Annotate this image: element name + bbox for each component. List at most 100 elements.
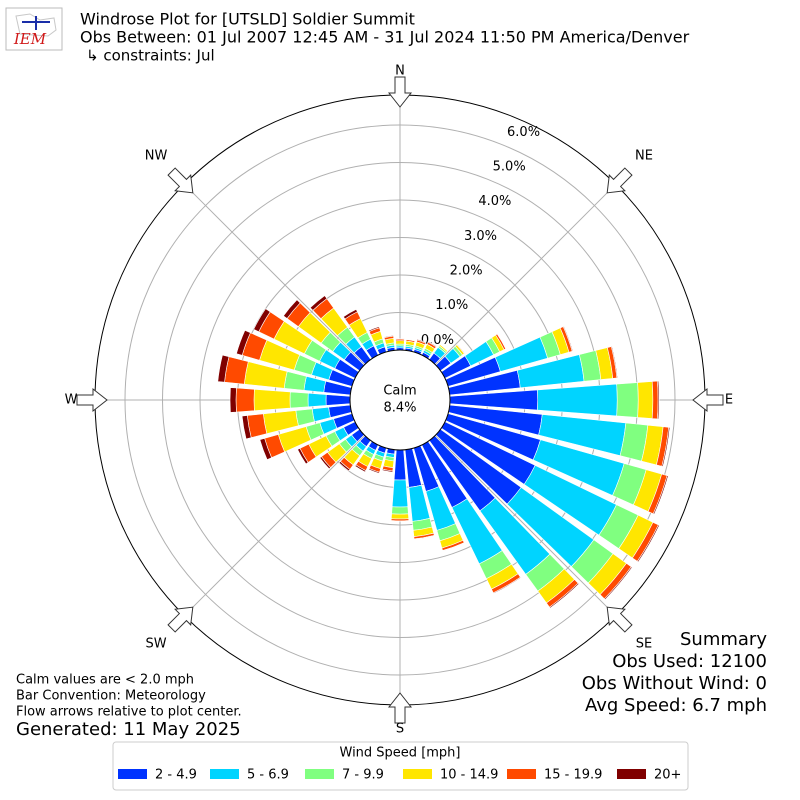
generated: Generated: 11 May 2025 — [16, 719, 241, 740]
bar-segment — [395, 340, 405, 345]
bar-segment — [259, 437, 273, 461]
bar-segment — [562, 325, 574, 352]
compass-label: SE — [636, 636, 652, 651]
bar-segment — [391, 506, 409, 515]
legend-label: 10 - 14.9 — [440, 768, 498, 783]
compass-label: NW — [145, 149, 168, 164]
plot: 0.0% 1.0% 2.0% 3.0% 4.0% 5.0% 6.0% Calm 8.4% N NE E… — [65, 64, 734, 737]
logo-map — [15, 13, 57, 37]
legend-swatch — [118, 769, 147, 779]
bar-segment — [537, 383, 618, 417]
bar-segment — [391, 479, 409, 508]
bar-segment — [235, 387, 255, 413]
bar-segment — [311, 406, 331, 423]
bar-segment — [297, 447, 309, 465]
bar-segment — [217, 354, 230, 383]
compass-arrow — [387, 692, 413, 724]
legend-swatch — [617, 769, 646, 779]
legend: Wind Speed [mph] 2 - 4.9 5 - 6.9 7 - 9.9 10… — [112, 741, 689, 791]
bar-segment — [368, 326, 380, 332]
logo-mark — [22, 16, 50, 30]
legend-swatch — [210, 769, 239, 779]
r-tick-label: 4.0% — [478, 194, 511, 209]
bar-segment — [637, 381, 654, 419]
bar-segment — [295, 408, 315, 427]
bar-segment — [616, 382, 639, 418]
bar-segment — [457, 344, 466, 354]
r-tick-label: 2.0% — [450, 263, 483, 278]
chart-title: Windrose Plot for [UTSLD] Soldier Summit — [80, 10, 415, 29]
compass-label: NE — [635, 149, 653, 164]
summary-title: Summary — [680, 629, 767, 650]
bar-segment — [241, 415, 252, 440]
legend-label: 5 - 6.9 — [247, 768, 289, 783]
r-tick-label: 1.0% — [435, 298, 468, 313]
bar-segment — [368, 468, 380, 474]
note: Flow arrows relative to plot center. — [16, 705, 242, 720]
summary-line: Obs Without Wind: 0 — [582, 673, 767, 694]
compass-label: W — [65, 393, 78, 408]
bar-segment — [309, 295, 328, 311]
bar-segment — [383, 335, 394, 339]
legend-frame — [112, 741, 689, 791]
legend-swatch — [507, 769, 536, 779]
bar-segment — [549, 582, 580, 609]
bar-segment — [393, 449, 407, 481]
bar-segment — [338, 460, 351, 472]
grid-ring — [124, 124, 676, 676]
compass-arrow — [387, 76, 413, 108]
r-tick-label: 3.0% — [464, 229, 497, 244]
radial-grid — [183, 183, 365, 365]
note: Calm values are < 2.0 mph — [16, 673, 194, 688]
bar-segment — [661, 426, 671, 467]
r-tick-label: 5.0% — [493, 160, 526, 175]
legend-label: 7 - 9.9 — [342, 768, 384, 783]
bar-segment — [307, 392, 327, 408]
compass-arrow — [606, 606, 633, 633]
compass-arrow — [167, 167, 194, 194]
bar-segment — [395, 338, 405, 340]
bar-segment — [282, 299, 301, 319]
bar-segment — [253, 388, 291, 412]
logo-frame — [5, 7, 63, 51]
compass-arrow — [76, 387, 108, 413]
compass-arrow — [167, 606, 194, 633]
compass-arrow — [606, 167, 633, 194]
bar-segment — [405, 338, 416, 342]
bar-segment — [229, 387, 237, 413]
bar-segment — [390, 520, 410, 522]
radial-grid — [435, 183, 617, 365]
calm-label: Calm — [383, 384, 416, 399]
bar-segment — [319, 456, 331, 470]
calm-value: 8.4% — [383, 401, 416, 416]
compass-arrow — [692, 387, 724, 413]
r-tick-label: 0.0% — [421, 333, 454, 348]
compass-label: N — [395, 64, 405, 79]
compass-label: SW — [145, 636, 166, 651]
bar-segment — [413, 534, 435, 540]
bar-segment — [610, 345, 618, 379]
calm-circle — [349, 349, 451, 451]
compass-label: S — [396, 722, 404, 737]
bar-segment — [381, 468, 394, 473]
legend-label: 2 - 4.9 — [155, 768, 197, 783]
radial-grid — [183, 435, 365, 617]
bar-segment — [390, 513, 410, 520]
bar-segment — [325, 394, 351, 406]
bar-segment — [651, 380, 659, 420]
bar-segment — [657, 380, 660, 420]
chart-subtitle: Obs Between: 01 Jul 2007 12:45 AM - 31 J… — [80, 28, 690, 47]
bar-segment — [603, 566, 633, 600]
bar-segment — [492, 576, 522, 594]
constraints: ↳ constraints: Jul — [86, 47, 215, 65]
legend-swatch — [305, 769, 334, 779]
bar-segment — [652, 475, 669, 515]
summary-line: Obs Used: 12100 — [612, 651, 767, 672]
bar-segment — [440, 343, 449, 351]
logo-text: IEM — [13, 30, 47, 48]
compass-label: E — [725, 393, 733, 408]
summary-line: Avg Speed: 6.7 mph — [585, 695, 767, 716]
note: Bar Convention: Meteorology — [16, 689, 206, 704]
legend-title: Wind Speed [mph] — [340, 746, 461, 761]
